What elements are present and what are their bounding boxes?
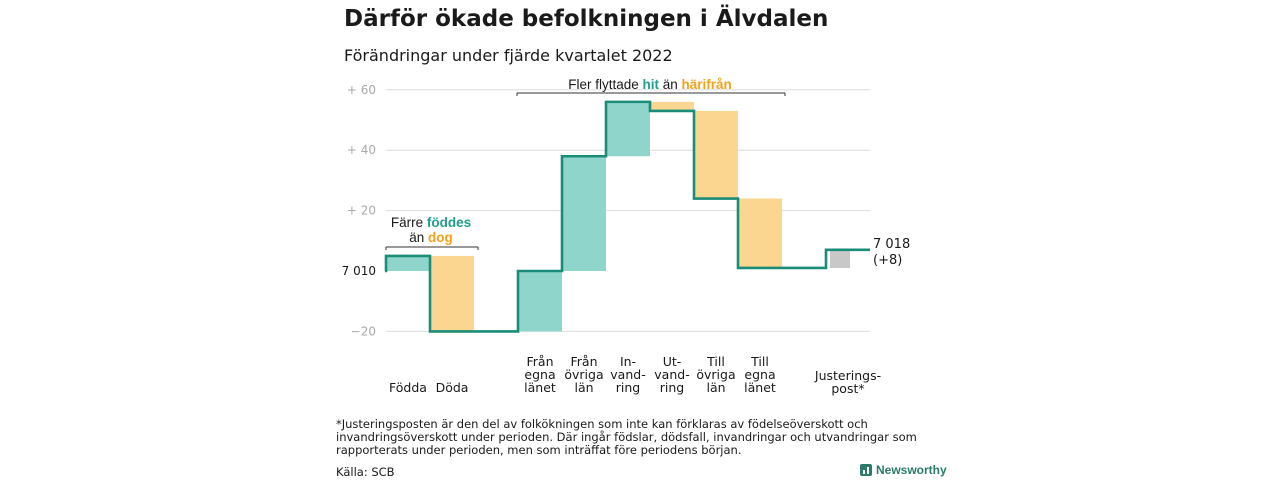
annotation-part: föddes [427, 215, 471, 230]
category-label: ring [660, 380, 684, 395]
waterfall-bar [518, 271, 562, 332]
category-label: ring [616, 380, 640, 395]
waterfall-bar [386, 255, 430, 271]
annotation-migration: Fler flyttade hit än härifrån [568, 77, 732, 92]
category-label: Från [526, 354, 553, 369]
annotation-part: än [659, 77, 682, 92]
category-label: egna [524, 367, 555, 382]
end-change-label: (+8) [873, 253, 902, 268]
category-label: Justerings- [814, 368, 881, 383]
chart-title: Därför ökade befolkningen i Älvdalen [344, 6, 829, 32]
brand-name: Newsworthy [876, 463, 947, 477]
category-label: vand- [654, 367, 689, 382]
waterfall-bar [650, 101, 694, 111]
annotation-births-deaths: Färre föddes [391, 215, 471, 230]
chart-subtitle: Förändringar under fjärde kvartalet 2022 [344, 46, 673, 65]
category-label: Till [706, 354, 725, 369]
annotation-part: härifrån [682, 77, 732, 92]
category-label: länet [744, 380, 776, 395]
baseline-label: 7 010 [342, 264, 376, 278]
category-label: Födda [389, 380, 427, 395]
category-label: Ut- [663, 354, 682, 369]
category-label: Från [570, 354, 597, 369]
waterfall-line [384, 100, 870, 333]
waterfall-bar [606, 101, 650, 157]
newsworthy-icon [860, 464, 872, 476]
y-tick-label: + 20 [347, 204, 376, 218]
annotation-births-deaths: än dog [409, 230, 453, 245]
category-label: län [574, 380, 593, 395]
waterfall-bar [830, 249, 850, 268]
category-label: övriga [696, 367, 735, 382]
source-text: Källa: SCB [336, 465, 395, 479]
category-label: län [706, 380, 725, 395]
annotation-part: Färre [391, 215, 427, 230]
annotation-part: Fler flyttade [568, 77, 642, 92]
waterfall-bar [430, 255, 474, 332]
category-label: Döda [436, 380, 469, 395]
annotation-part: dog [428, 230, 453, 245]
end-value-label: 7 018 [873, 237, 910, 252]
waterfall-bar [694, 110, 738, 199]
brand-logo[interactable]: Newsworthy [860, 463, 947, 477]
y-tick-label: −20 [351, 324, 376, 338]
y-tick-label: + 40 [347, 143, 376, 157]
y-tick-label: + 60 [347, 83, 376, 97]
waterfall-bar [562, 156, 606, 271]
annotation-part: än [409, 230, 428, 245]
category-label: övriga [564, 367, 603, 382]
category-label: egna [744, 367, 775, 382]
category-label: post* [831, 381, 864, 396]
category-label: Till [750, 354, 769, 369]
waterfall-bar [738, 198, 782, 268]
category-label: In- [620, 354, 636, 369]
category-label: länet [524, 380, 556, 395]
footnote: *Justeringsposten är den del av folkökni… [336, 417, 917, 457]
category-label: vand- [610, 367, 645, 382]
annotation-part: hit [642, 77, 659, 92]
